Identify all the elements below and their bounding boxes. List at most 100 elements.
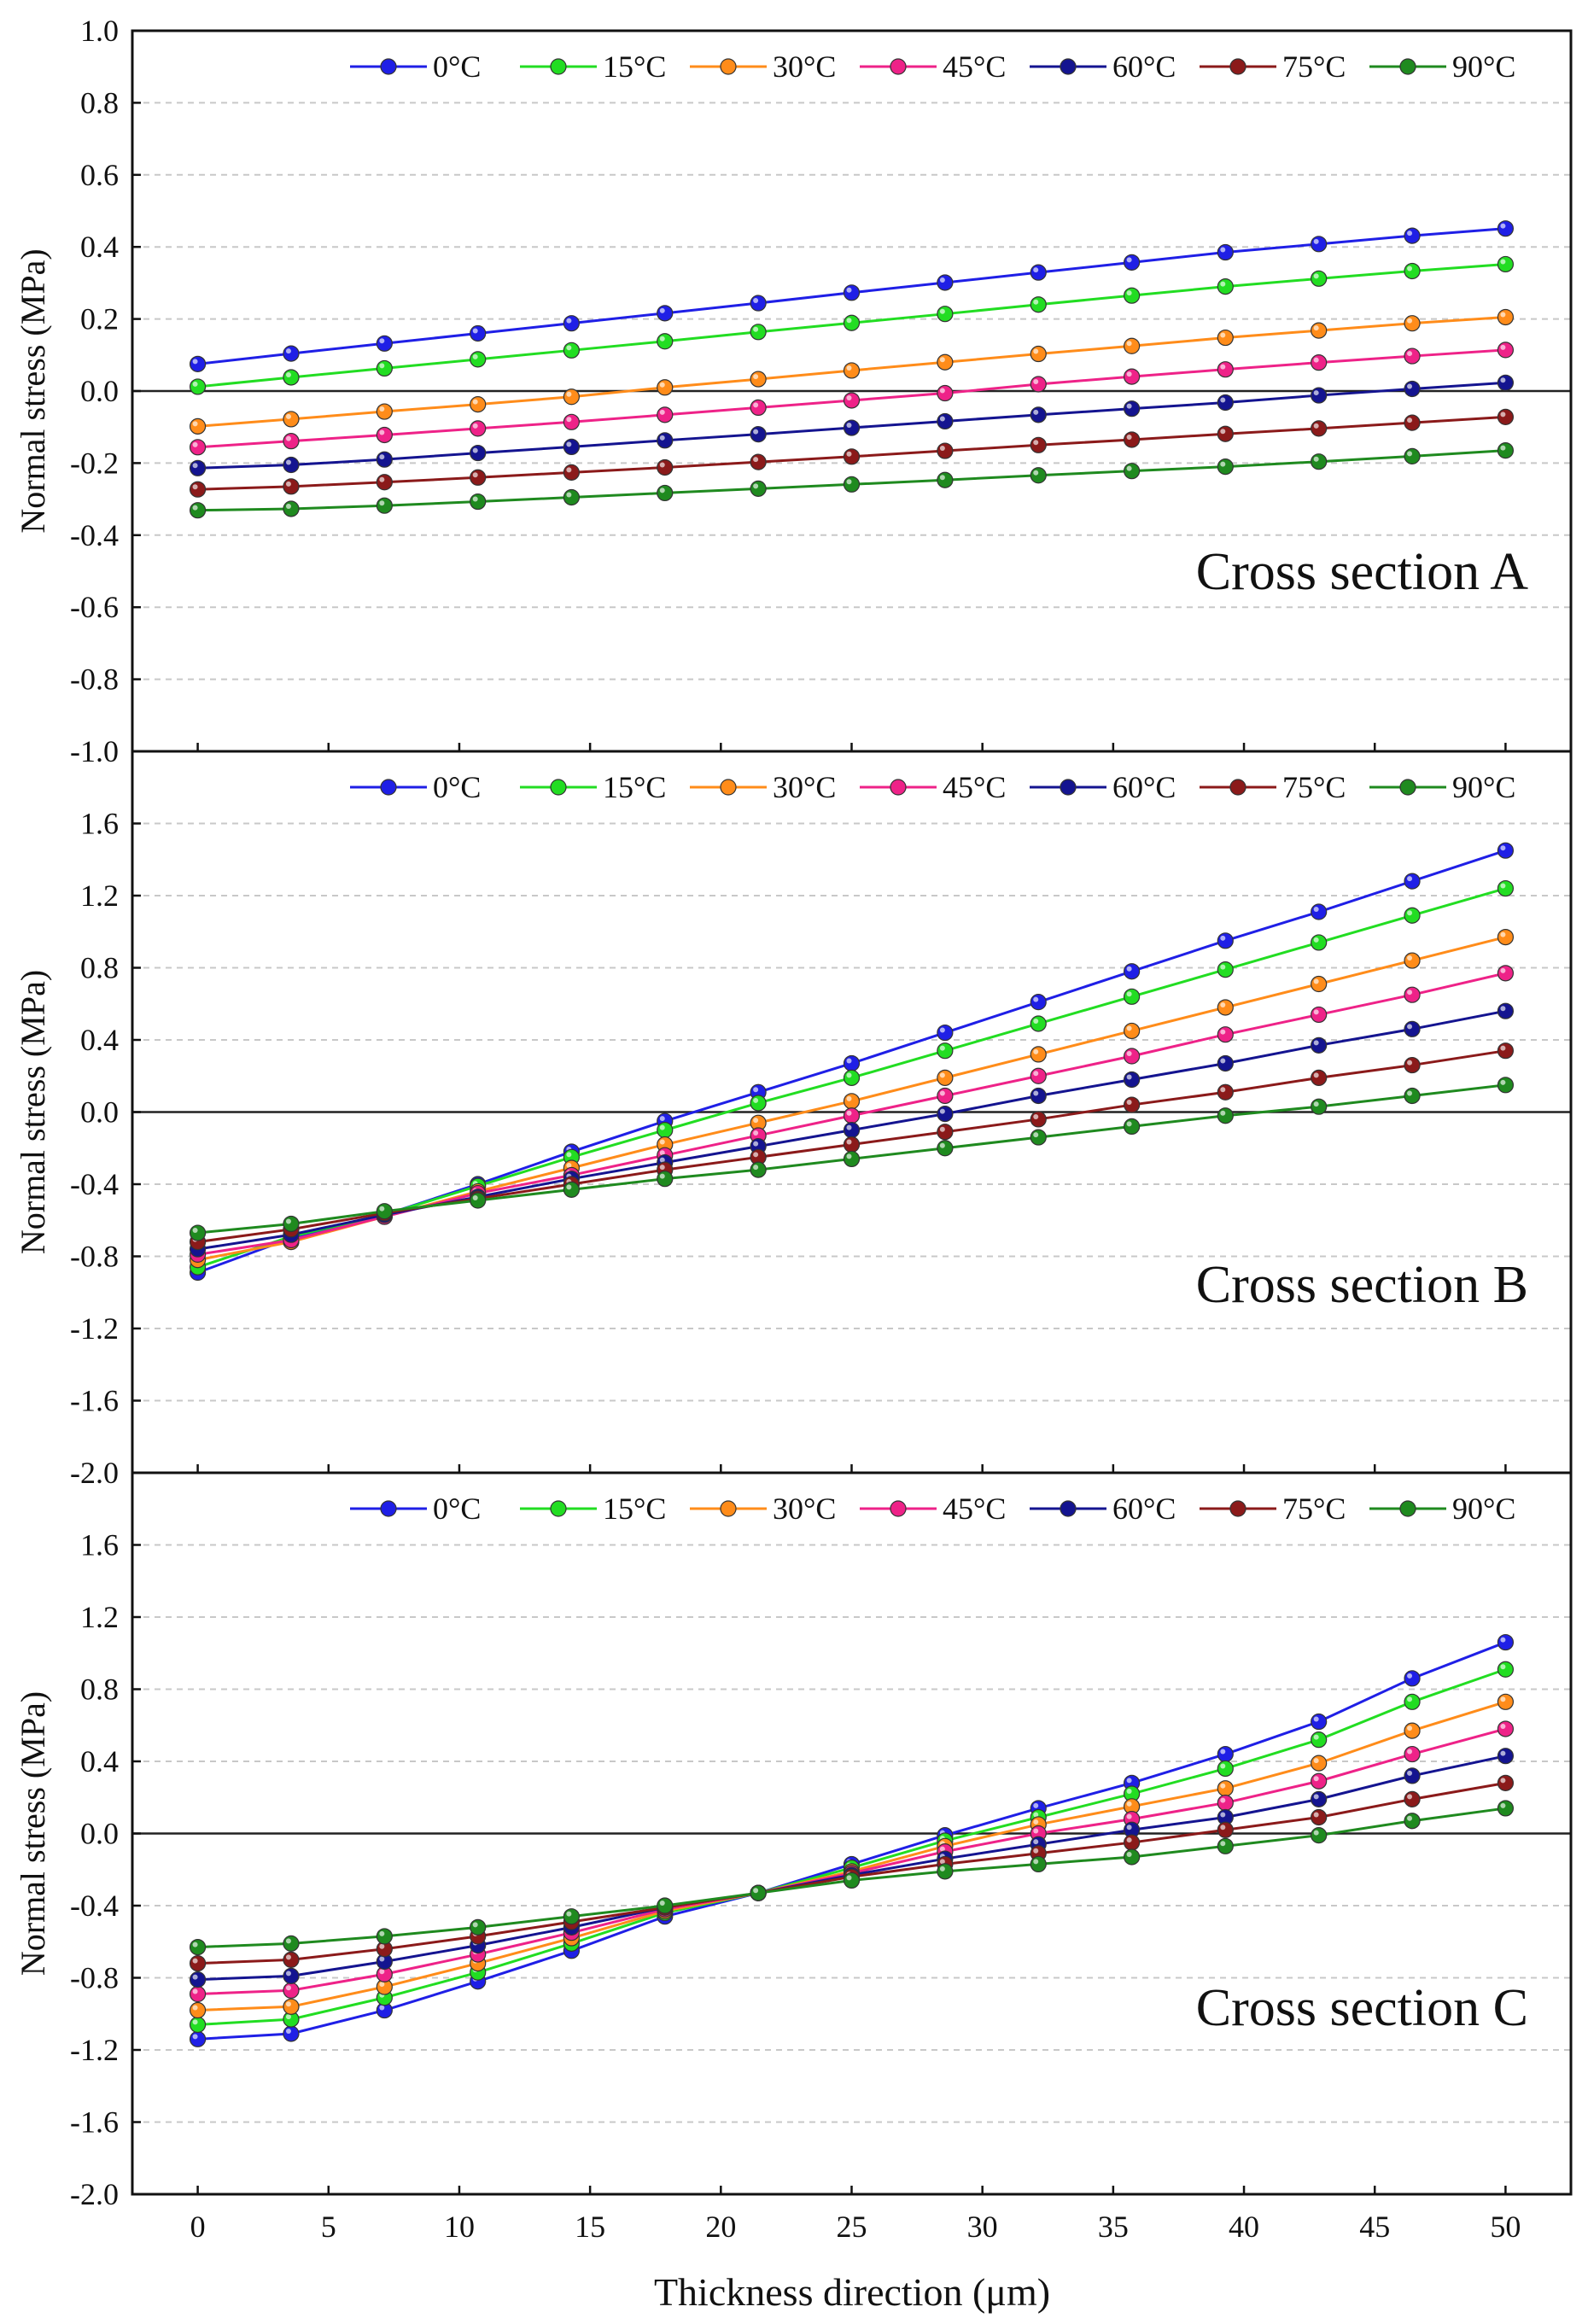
point-highlight: [1033, 1819, 1039, 1825]
data-point: [189, 1971, 207, 1988]
legend: 0°C 15°C 30°C 45°C 60°C 75°C 90°C: [350, 770, 1515, 804]
legend: 0°C 15°C 30°C 45°C 60°C 75°C 90°C: [350, 50, 1515, 84]
point-highlight: [1500, 845, 1506, 851]
data-point: [1311, 387, 1328, 404]
point-highlight: [659, 488, 665, 493]
point-highlight: [1033, 409, 1039, 415]
data-point: [1030, 1067, 1047, 1084]
point-highlight: [1033, 1018, 1039, 1024]
data-point: [1030, 1087, 1047, 1105]
point-highlight: [1126, 403, 1132, 409]
y-tick-label: 1.2: [80, 879, 119, 913]
data-point: [1497, 1748, 1515, 1765]
y-tick-label: 0.6: [80, 158, 119, 192]
data-point: [1497, 1661, 1515, 1678]
data-point: [1497, 1002, 1515, 1019]
data-point: [283, 1215, 300, 1233]
x-tick-label: 5: [321, 2210, 336, 2244]
data-point: [1404, 1790, 1421, 1807]
legend-marker: [1399, 1500, 1416, 1517]
point-highlight: [379, 1206, 385, 1212]
y-tick-label: 0.8: [80, 1673, 119, 1707]
data-point: [1030, 994, 1047, 1011]
data-point: [283, 1982, 300, 1999]
point-highlight: [1407, 266, 1413, 272]
y-axis-title: Normal stress (MPa): [14, 248, 52, 533]
legend-item: 75°C: [1200, 50, 1346, 84]
y-tick-label: -0.8: [70, 663, 119, 697]
data-point: [1124, 254, 1141, 271]
point-highlight: [285, 2001, 291, 2007]
series-60°C: [189, 374, 1515, 476]
panel-title: Cross section B: [1196, 1256, 1528, 1314]
point-highlight: [566, 441, 572, 447]
legend-item: 15°C: [520, 1492, 666, 1526]
data-point: [283, 345, 300, 362]
data-point: [1311, 1098, 1328, 1115]
point-highlight: [192, 1974, 198, 1980]
y-tick-label: 0.0: [80, 374, 119, 408]
point-highlight: [1407, 383, 1413, 389]
data-point: [657, 333, 674, 350]
data-point: [1217, 1780, 1234, 1797]
point-highlight: [1033, 1802, 1039, 1808]
legend-marker: [890, 1500, 907, 1517]
data-point: [283, 500, 300, 517]
data-point: [750, 1884, 767, 1901]
data-point: [1030, 1111, 1047, 1128]
data-point: [470, 396, 487, 413]
data-point: [376, 403, 393, 420]
point-highlight: [285, 435, 291, 441]
data-point: [1124, 1096, 1141, 1113]
y-tick-label: 1.6: [80, 807, 119, 841]
point-highlight: [1126, 1837, 1132, 1843]
legend-label: 0°C: [433, 1492, 481, 1526]
point-highlight: [566, 417, 572, 423]
point-highlight: [1220, 1797, 1226, 1803]
point-highlight: [939, 475, 945, 481]
point-highlight: [846, 365, 852, 371]
point-highlight: [1126, 966, 1132, 972]
point-highlight: [1220, 1825, 1226, 1831]
data-point: [1030, 296, 1047, 313]
point-highlight: [659, 435, 665, 441]
data-point: [470, 324, 487, 342]
legend-item: 45°C: [860, 770, 1006, 804]
point-highlight: [1126, 1100, 1132, 1106]
data-point: [937, 1024, 954, 1042]
point-highlight: [472, 496, 478, 502]
data-point: [376, 1203, 393, 1220]
point-highlight: [1407, 1770, 1413, 1776]
point-highlight: [566, 492, 572, 498]
point-highlight: [1500, 883, 1506, 889]
point-highlight: [753, 1165, 759, 1171]
point-highlight: [659, 382, 665, 388]
y-tick-label: -1.6: [70, 2105, 119, 2140]
point-highlight: [753, 298, 759, 304]
point-highlight: [1500, 1750, 1506, 1756]
point-highlight: [1220, 1058, 1226, 1064]
point-highlight: [379, 2005, 385, 2011]
data-point: [937, 1069, 954, 1086]
point-highlight: [659, 1150, 665, 1156]
data-point: [843, 392, 861, 409]
data-point: [470, 420, 487, 437]
data-point: [1311, 1069, 1328, 1086]
data-point: [563, 438, 580, 456]
data-point: [843, 476, 861, 493]
point-highlight: [1220, 281, 1226, 287]
point-highlight: [1407, 451, 1413, 457]
data-point: [1311, 1827, 1328, 1844]
legend-item: 75°C: [1200, 1492, 1346, 1526]
point-highlight: [192, 441, 198, 447]
point-highlight: [1500, 967, 1506, 973]
point-highlight: [192, 2019, 198, 2025]
data-point: [843, 314, 861, 331]
point-highlight: [1500, 344, 1506, 350]
point-highlight: [1500, 1006, 1506, 1012]
point-highlight: [939, 1142, 945, 1148]
data-point: [937, 306, 954, 323]
data-point: [1404, 262, 1421, 280]
data-point: [1217, 329, 1234, 347]
data-point: [937, 471, 954, 488]
